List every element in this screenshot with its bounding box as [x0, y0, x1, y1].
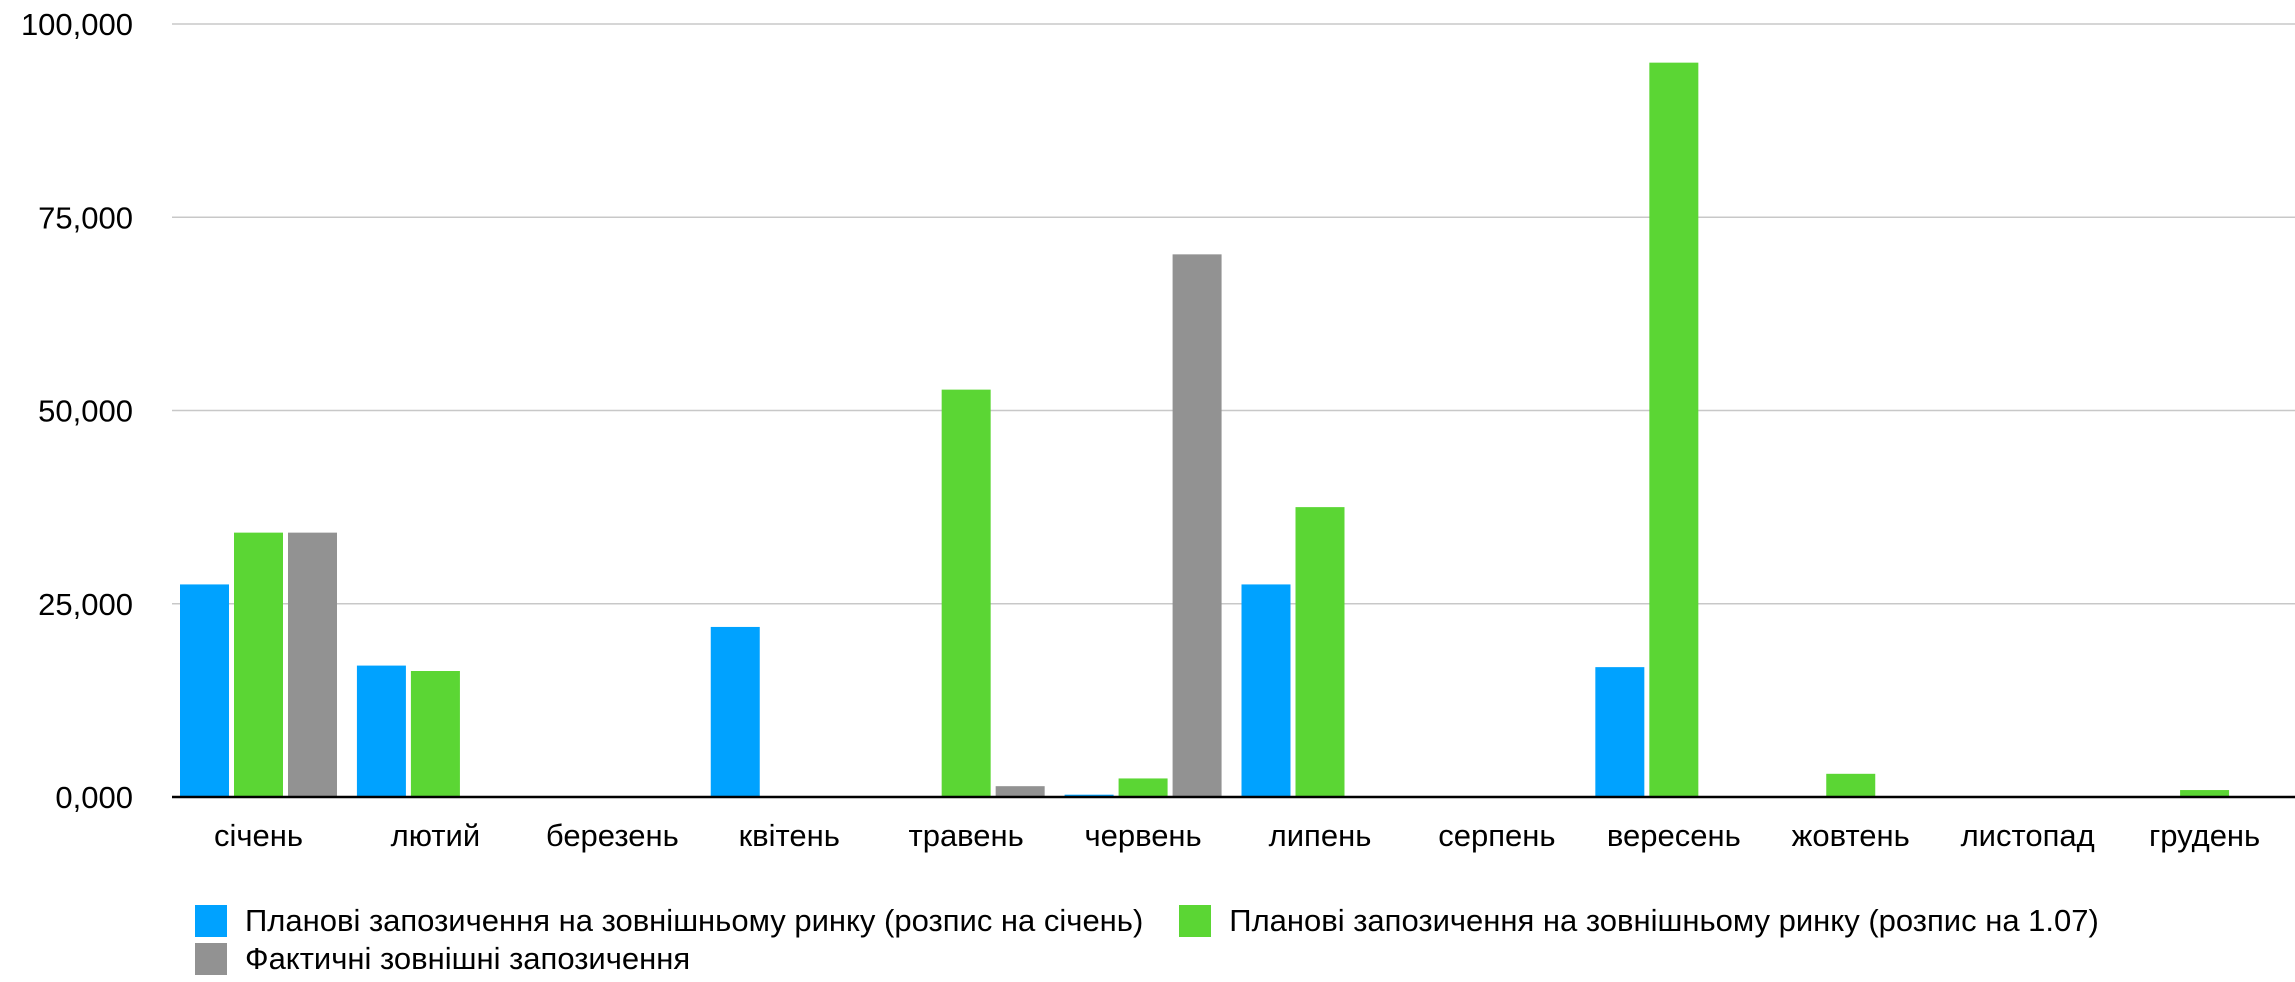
legend: Планові запозичення на зовнішньому ринку…: [195, 902, 2285, 978]
legend-row-1: Планові запозичення на зовнішньому ринку…: [195, 902, 2285, 940]
legend-item-series-3: Фактичні зовнішні запозичення: [195, 940, 690, 978]
bar-series-1-8: [1595, 667, 1645, 797]
x-tick-label: лютий: [391, 818, 481, 853]
x-tick-label: грудень: [2149, 818, 2260, 853]
legend-item-series-1: Планові запозичення на зовнішньому ринку…: [195, 902, 1143, 940]
x-tick-label: травень: [909, 818, 1024, 853]
bar-series-2-4: [941, 389, 991, 797]
legend-label-series-1: Планові запозичення на зовнішньому ринку…: [245, 903, 1144, 938]
legend-label-series-3: Фактичні зовнішні запозичення: [245, 941, 691, 976]
bar-series-2-11: [2180, 790, 2230, 797]
legend-swatch-series-3: [195, 943, 227, 975]
bar-series-2-9: [1826, 773, 1876, 797]
bar-series-3-0: [288, 532, 337, 797]
x-tick-label: листопад: [1961, 818, 2095, 853]
y-tick-label: 75,000: [38, 200, 133, 235]
bar-series-3-5: [1172, 254, 1222, 797]
x-tick-label: червень: [1084, 818, 1201, 853]
y-tick-label: 0,000: [55, 780, 133, 815]
bar-series-1-6: [1241, 584, 1291, 797]
y-tick-label: 50,000: [38, 394, 133, 429]
bar-series-2-0: [234, 532, 283, 797]
y-tick-label: 100,000: [21, 7, 133, 42]
x-tick-label: серпень: [1438, 818, 1555, 853]
legend-row-2: Фактичні зовнішні запозичення: [195, 940, 2285, 978]
x-tick-label: липень: [1269, 818, 1372, 853]
x-tick-label: квітень: [739, 818, 840, 853]
legend-swatch-series-1: [195, 905, 227, 937]
bar-series-1-1: [356, 665, 406, 797]
legend-label-series-2: Планові запозичення на зовнішньому ринку…: [1229, 903, 2099, 938]
x-tick-label: вересень: [1607, 818, 1741, 853]
bar-series-2-8: [1649, 62, 1699, 797]
bar-series-2-1: [410, 671, 460, 797]
bar-series-2-6: [1295, 507, 1345, 797]
x-tick-label: січень: [214, 818, 303, 853]
bar-series-1-0: [180, 584, 229, 797]
x-tick-label: жовтень: [1792, 818, 1910, 853]
bar-series-3-4: [995, 786, 1045, 797]
y-tick-label: 25,000: [38, 587, 133, 622]
legend-swatch-series-2: [1179, 905, 1212, 937]
bar-series-2-5: [1118, 778, 1168, 797]
bar-series-1-3: [710, 626, 760, 797]
legend-item-series-2: Планові запозичення на зовнішньому ринку…: [1179, 902, 2099, 940]
x-tick-label: березень: [546, 818, 679, 853]
